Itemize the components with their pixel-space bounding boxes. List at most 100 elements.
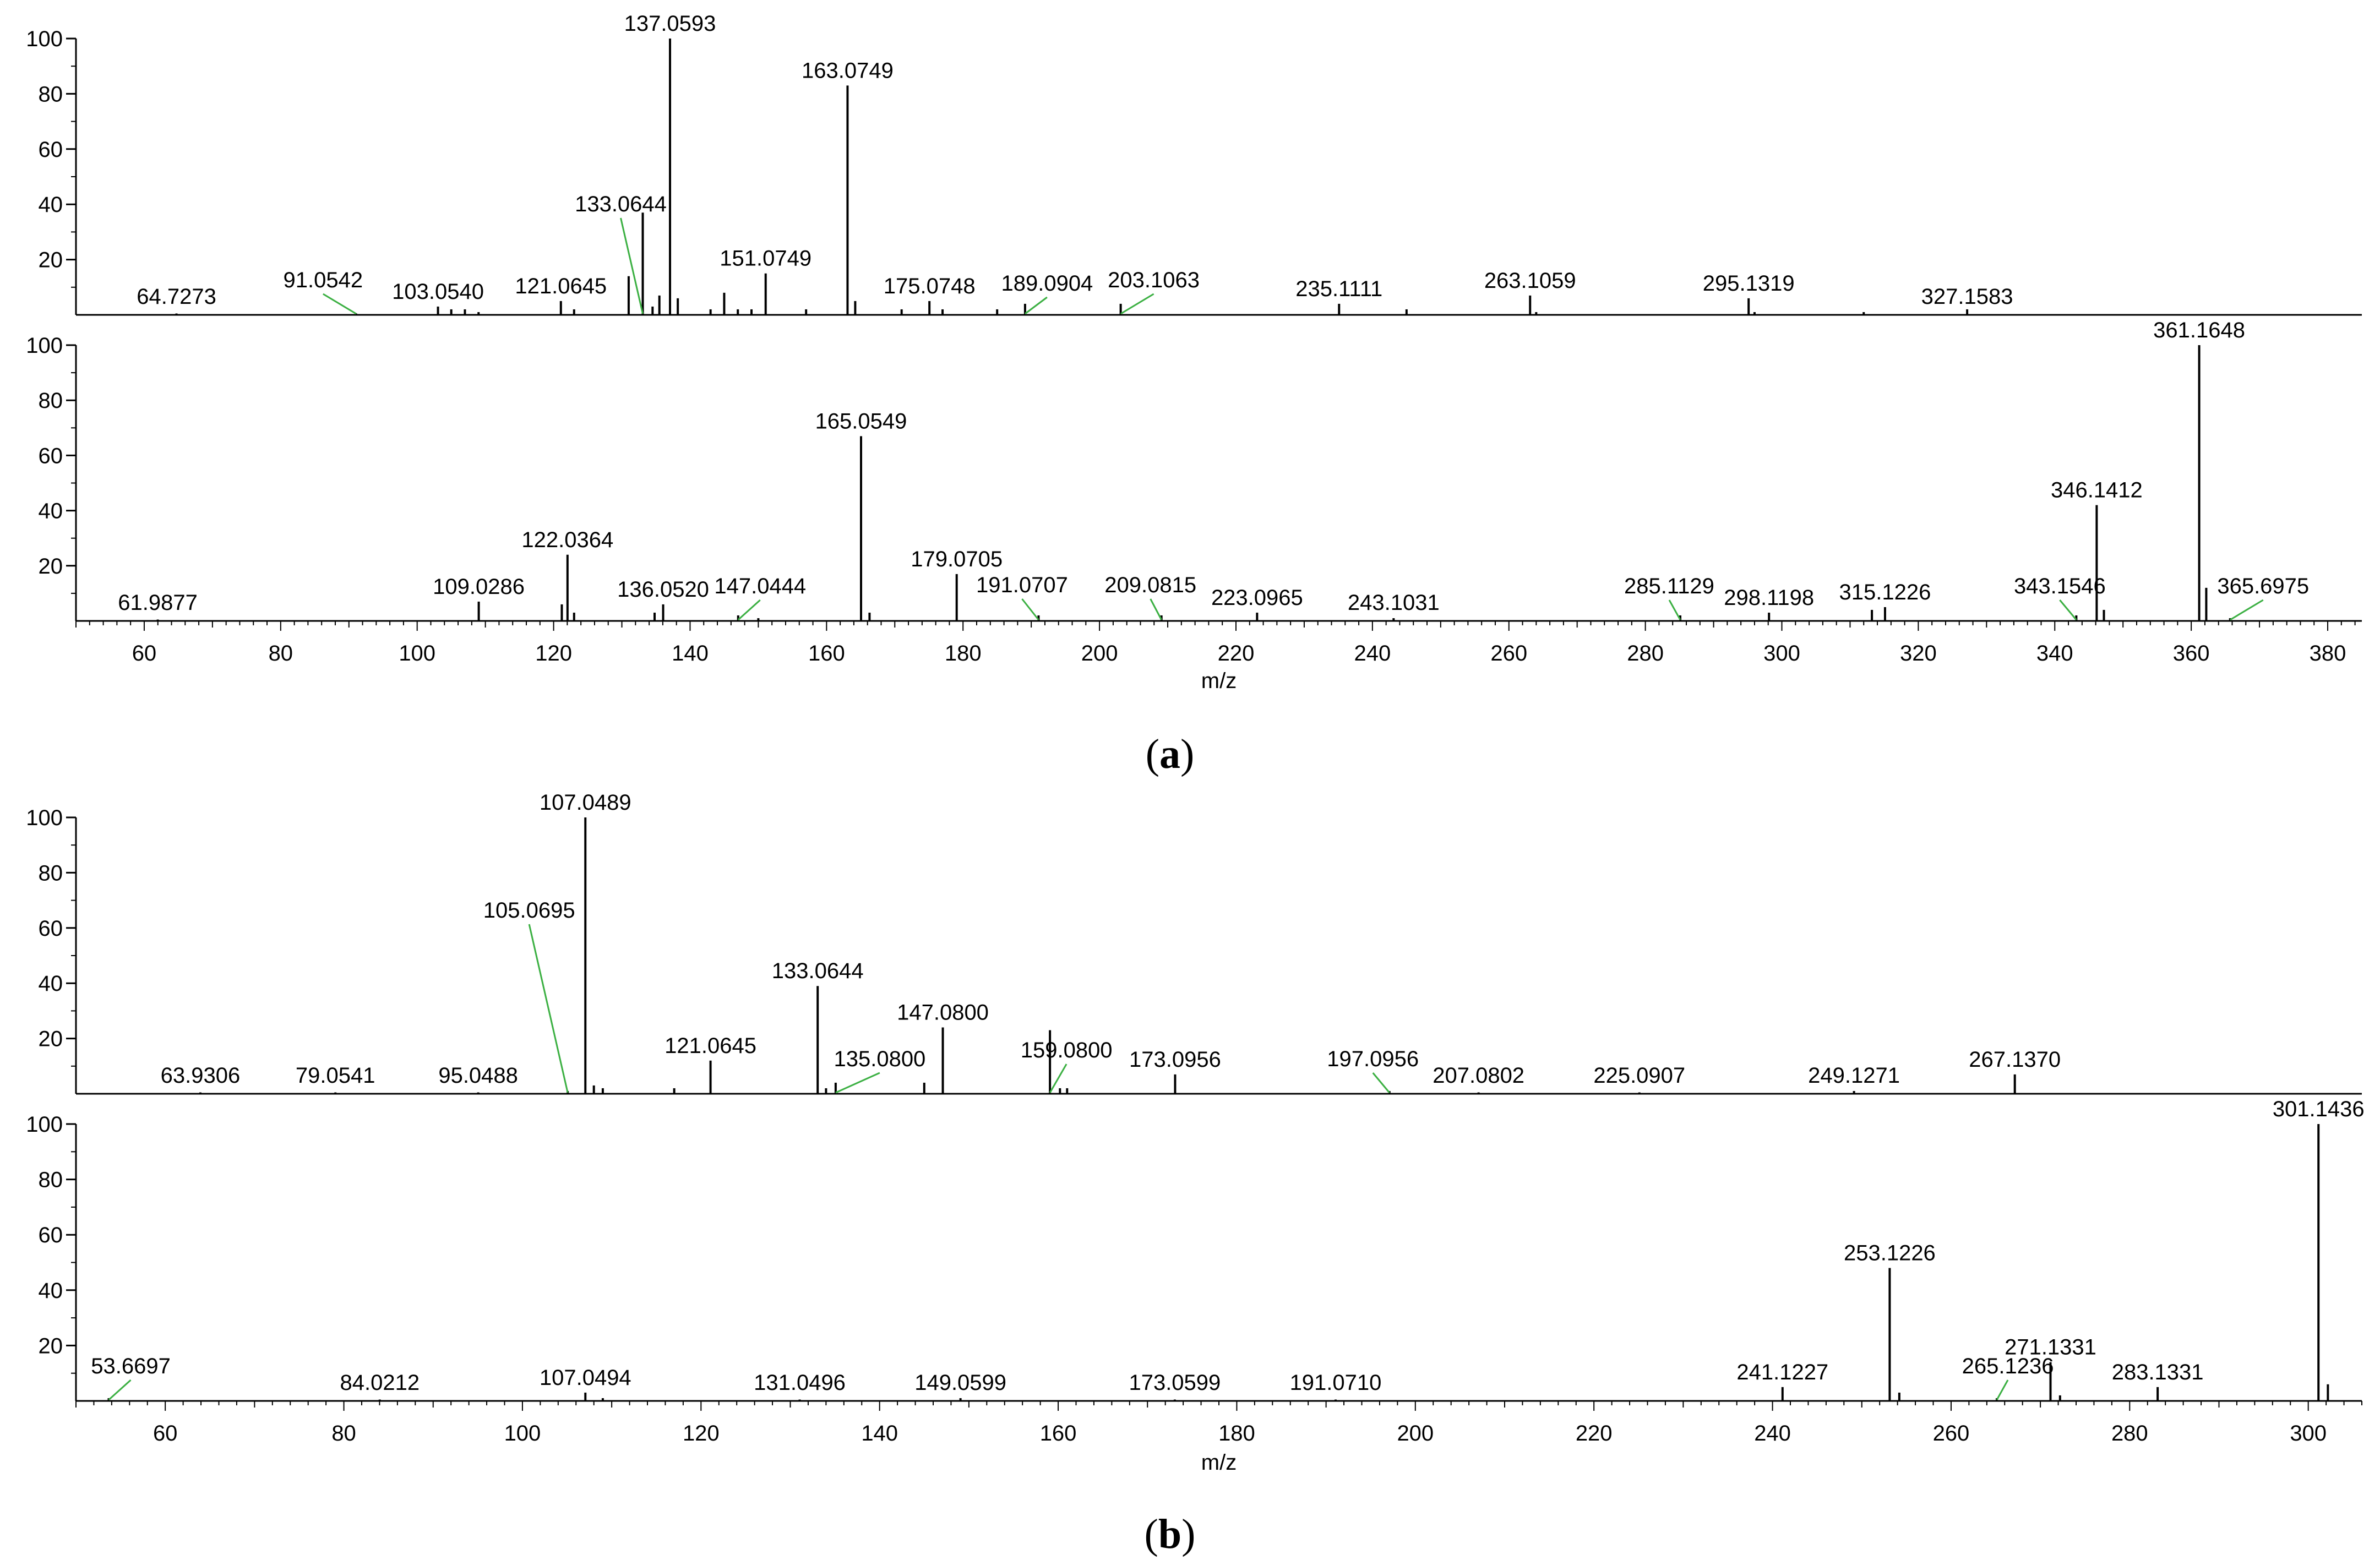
x-tick-label: 120 [683,1421,720,1446]
peak-label: 315.1226 [1839,580,1931,604]
peak-leader-line [323,293,357,315]
peak-label: 109.0286 [433,575,525,599]
x-tick-label: 100 [399,641,435,666]
peak-label: 327.1583 [1921,285,2013,309]
peak-label: 163.0749 [802,58,894,83]
peak-label: 173.0599 [1129,1371,1221,1395]
peak-label: 243.1031 [1348,591,1440,615]
x-tick-label: 200 [1397,1421,1434,1446]
x-tick-label: 200 [1081,641,1118,666]
peak-label: 365.6975 [2217,574,2309,598]
x-tick-label: 300 [1763,641,1800,666]
peak-leader-line [737,599,761,621]
x-tick-label: 60 [153,1421,178,1446]
peak-label: 63.9306 [161,1063,241,1088]
peak-label: 133.0644 [575,192,667,216]
x-tick-label: 160 [1040,1421,1077,1446]
y-tick-label: 80 [39,861,63,885]
y-tick-label: 20 [39,554,63,579]
peak-leader-line [2229,599,2264,621]
spectrum-panel-a-top: 20 40 60 80 100 64.7273 91.0542 103.0540 121.064… [26,12,2362,316]
peak-label: 136.0520 [617,577,709,602]
peak-label: 263.1059 [1484,269,1576,293]
x-tick-label: 300 [2290,1421,2327,1446]
peak-label: 343.1546 [2014,574,2106,598]
peak-label: 107.0494 [540,1366,631,1390]
caption-b: (b) [1145,1511,1196,1557]
peak-leader-line [1996,1379,2009,1400]
x-tick-label: 380 [2310,641,2346,666]
y-tick-label: 100 [26,1112,63,1137]
peak-label: 191.0707 [976,573,1068,597]
peak-leader-line [1021,598,1039,620]
peak-label: 295.1319 [1703,271,1795,296]
y-tick-label: 60 [39,1223,63,1247]
peak-leader-line [108,1379,132,1401]
y-tick-label: 100 [26,27,63,51]
x-tick-label: 220 [1218,641,1255,666]
peak-label: 265.1236 [1962,1354,2054,1378]
peak-label: 53.6697 [91,1354,171,1378]
peak-label: 189.0904 [1001,271,1093,296]
spectra-panels: 20 40 60 80 100 64.7273 91.0542 103.0540 121.064… [26,12,2364,1475]
peak-leader-line [1150,598,1162,620]
x-tick-label: 340 [2036,641,2073,666]
y-tick-label: 80 [39,389,63,413]
x-tick-label: 80 [331,1421,356,1446]
y-tick-label: 100 [26,806,63,830]
x-tick-label: 360 [2173,641,2210,666]
peak-label: 179.0705 [911,547,1003,571]
y-tick-label: 20 [39,248,63,272]
peak-label: 133.0644 [772,959,864,983]
x-tick-label: 160 [808,641,845,666]
peak-label: 249.1271 [1808,1063,1900,1088]
peak-label: 301.1436 [2273,1097,2365,1121]
x-tick-label: 240 [1354,641,1391,666]
y-tick-label: 60 [39,138,63,162]
peak-label: 241.1227 [1736,1360,1828,1384]
peak-label: 203.1063 [1108,268,1200,292]
peak-leader-line [528,924,569,1093]
peak-label: 235.1111 [1295,277,1382,301]
peak-label: 121.0645 [665,1034,756,1058]
peak-label: 207.0802 [1433,1063,1524,1088]
peak-label: 79.0541 [296,1063,375,1088]
peak-label: 84.0212 [340,1371,420,1395]
x-tick-label: 180 [945,641,982,666]
x-tick-label: 100 [504,1421,541,1446]
x-tick-label: 60 [132,641,157,666]
x-tick-label: 120 [535,641,572,666]
x-axis-label: m/z [1201,1450,1237,1475]
peak-leader-line [2059,599,2077,620]
x-axis-label: m/z [1201,669,1237,693]
y-tick-label: 40 [39,499,63,523]
peak-label: 64.7273 [137,285,216,309]
y-tick-label: 100 [26,334,63,358]
peak-label: 122.0364 [521,528,613,552]
x-tick-label: 240 [1754,1421,1791,1446]
peak-leader-line [1024,296,1048,315]
peak-label: 175.0748 [884,274,976,298]
x-tick-label: 280 [2111,1421,2148,1446]
y-tick-label: 60 [39,917,63,941]
peak-label: 191.0710 [1290,1371,1382,1395]
peak-leader-line [620,217,644,314]
peak-label: 267.1370 [1969,1048,2061,1072]
y-tick-label: 80 [39,82,63,106]
peak-label: 107.0489 [540,790,631,815]
x-tick-label: 140 [672,641,709,666]
peak-leader-line [1668,599,1681,620]
x-tick-label: 320 [1900,641,1937,666]
y-tick-label: 60 [39,444,63,468]
peak-label: 225.0907 [1593,1063,1685,1088]
peak-label: 197.0956 [1327,1047,1419,1071]
x-tick-label: 280 [1627,641,1664,666]
x-tick-label: 180 [1218,1421,1255,1446]
peak-label: 149.0599 [914,1371,1006,1395]
peak-label: 165.0549 [815,409,907,433]
x-tick-label: 260 [1490,641,1527,666]
caption-a: (a) [1146,731,1195,777]
peak-leader-line [1049,1063,1068,1093]
peak-label: 147.0800 [897,1001,989,1025]
